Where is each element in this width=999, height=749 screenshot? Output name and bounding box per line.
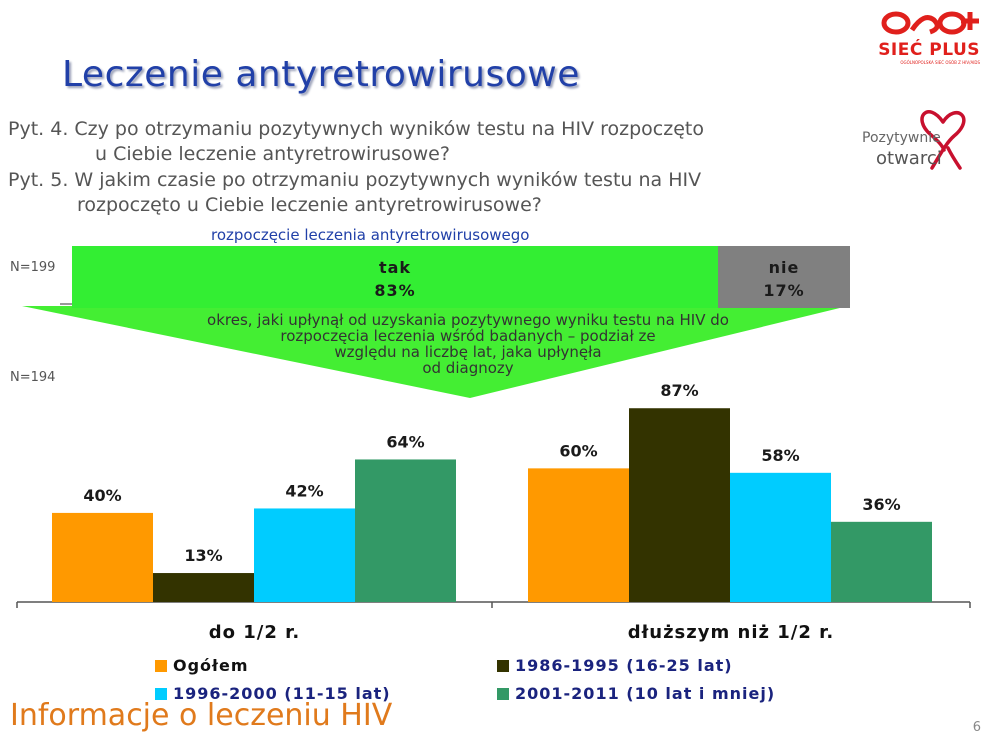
funnel-triangle bbox=[22, 306, 848, 398]
legend-item: 2001-2011 (10 lat i mniej) bbox=[497, 684, 775, 703]
bar-0-3 bbox=[355, 459, 456, 602]
legend-item: 1996-2000 (11-15 lat) bbox=[155, 684, 391, 703]
question-5-line-1: Pyt. 5. W jakim czasie po otrzymaniu poz… bbox=[8, 169, 702, 191]
bar-value-label: 87% bbox=[660, 381, 698, 400]
bar-1-2 bbox=[730, 472, 831, 602]
siec-plus-tagline: OGÓLNOPOLSKA SIEĆ OSÓB Z HIV/AIDS bbox=[900, 60, 980, 65]
segment-nie-label: nie bbox=[768, 258, 800, 277]
bar-0-0 bbox=[52, 512, 153, 602]
segment-nie-value: 17% bbox=[763, 281, 805, 300]
segment-tak-label: tak bbox=[378, 258, 412, 277]
segment-tak-value: 83% bbox=[374, 281, 416, 300]
bar-value-label: 36% bbox=[862, 495, 900, 514]
question-4-line-2: u Ciebie leczenie antyretrowirusowe? bbox=[95, 143, 450, 165]
category-label: do 1/2 r. bbox=[209, 622, 301, 643]
page-title: Leczenie antyretrowirusowe bbox=[62, 54, 580, 95]
siec-plus-logo-mark bbox=[881, 11, 979, 35]
footer-title: Informacje o leczeniu HIV bbox=[10, 698, 393, 733]
bar-0-1 bbox=[153, 573, 254, 602]
ribbon-heart-icon bbox=[920, 110, 966, 170]
funnel-text: okres, jaki upłynął od uzyskania pozytyw… bbox=[138, 312, 798, 376]
bar-value-label: 64% bbox=[386, 432, 424, 451]
legend-swatch bbox=[497, 687, 509, 700]
bar-1-3 bbox=[831, 521, 932, 602]
bar-value-label: 60% bbox=[559, 441, 597, 460]
funnel-text-line-1: okres, jaki upłynął od uzyskania pozytyw… bbox=[207, 311, 729, 329]
legend-item: Ogółem bbox=[155, 656, 249, 675]
bar-value-label: 58% bbox=[761, 446, 799, 465]
question-4-line-1: Pyt. 4. Czy po otrzymaniu pozytywnych wy… bbox=[8, 118, 704, 140]
n-label-chart: N=194 bbox=[10, 370, 56, 385]
funnel-text-line-2: rozpoczęcia leczenia wśród badanych – po… bbox=[280, 327, 656, 345]
treatment-start-subheading: rozpoczęcie leczenia antyretrowirusowego bbox=[211, 226, 530, 244]
segment-nie: nie 17% bbox=[718, 246, 850, 308]
legend-label: Ogółem bbox=[173, 656, 249, 675]
pozytywnie-line2: otwarci bbox=[876, 148, 942, 169]
legend-label: 1986-1995 (16-25 lat) bbox=[515, 656, 733, 675]
funnel-text-line-3: względu na liczbę lat, jaka upłynęła bbox=[334, 343, 602, 361]
n-label-top: N=199 bbox=[10, 260, 56, 275]
pozytywnie-otwarci-logo: Pozytywnie otwarci bbox=[862, 100, 980, 172]
legend-swatch bbox=[155, 659, 167, 672]
siec-plus-logo: SIEĆ PLUS OGÓLNOPOLSKA SIEĆ OSÓB Z HIV/A… bbox=[858, 8, 986, 70]
legend-label: 2001-2011 (10 lat i mniej) bbox=[515, 684, 776, 703]
bar-value-label: 40% bbox=[83, 486, 121, 505]
pozytywnie-line1: Pozytywnie bbox=[862, 130, 941, 146]
legend-item: 1986-1995 (16-25 lat) bbox=[497, 656, 733, 675]
question-5-line-2: rozpoczęto u Ciebie leczenie antyretrowi… bbox=[77, 194, 542, 216]
bar-value-label: 13% bbox=[184, 546, 222, 565]
siec-plus-brand: SIEĆ PLUS bbox=[878, 40, 980, 60]
legend-label: 1996-2000 (11-15 lat) bbox=[173, 684, 391, 703]
bar-1-0 bbox=[528, 468, 629, 602]
legend-swatch bbox=[497, 659, 509, 672]
bar-value-label: 42% bbox=[285, 481, 323, 500]
bar-1-1 bbox=[629, 408, 730, 602]
funnel-text-line-4: od diagnozy bbox=[422, 359, 514, 377]
page-number: 6 bbox=[972, 720, 981, 735]
segment-tak: tak 83% bbox=[72, 246, 718, 308]
category-label: dłuższym niż 1/2 r. bbox=[628, 622, 835, 643]
legend-swatch bbox=[155, 687, 167, 700]
bar-0-2 bbox=[254, 508, 355, 602]
